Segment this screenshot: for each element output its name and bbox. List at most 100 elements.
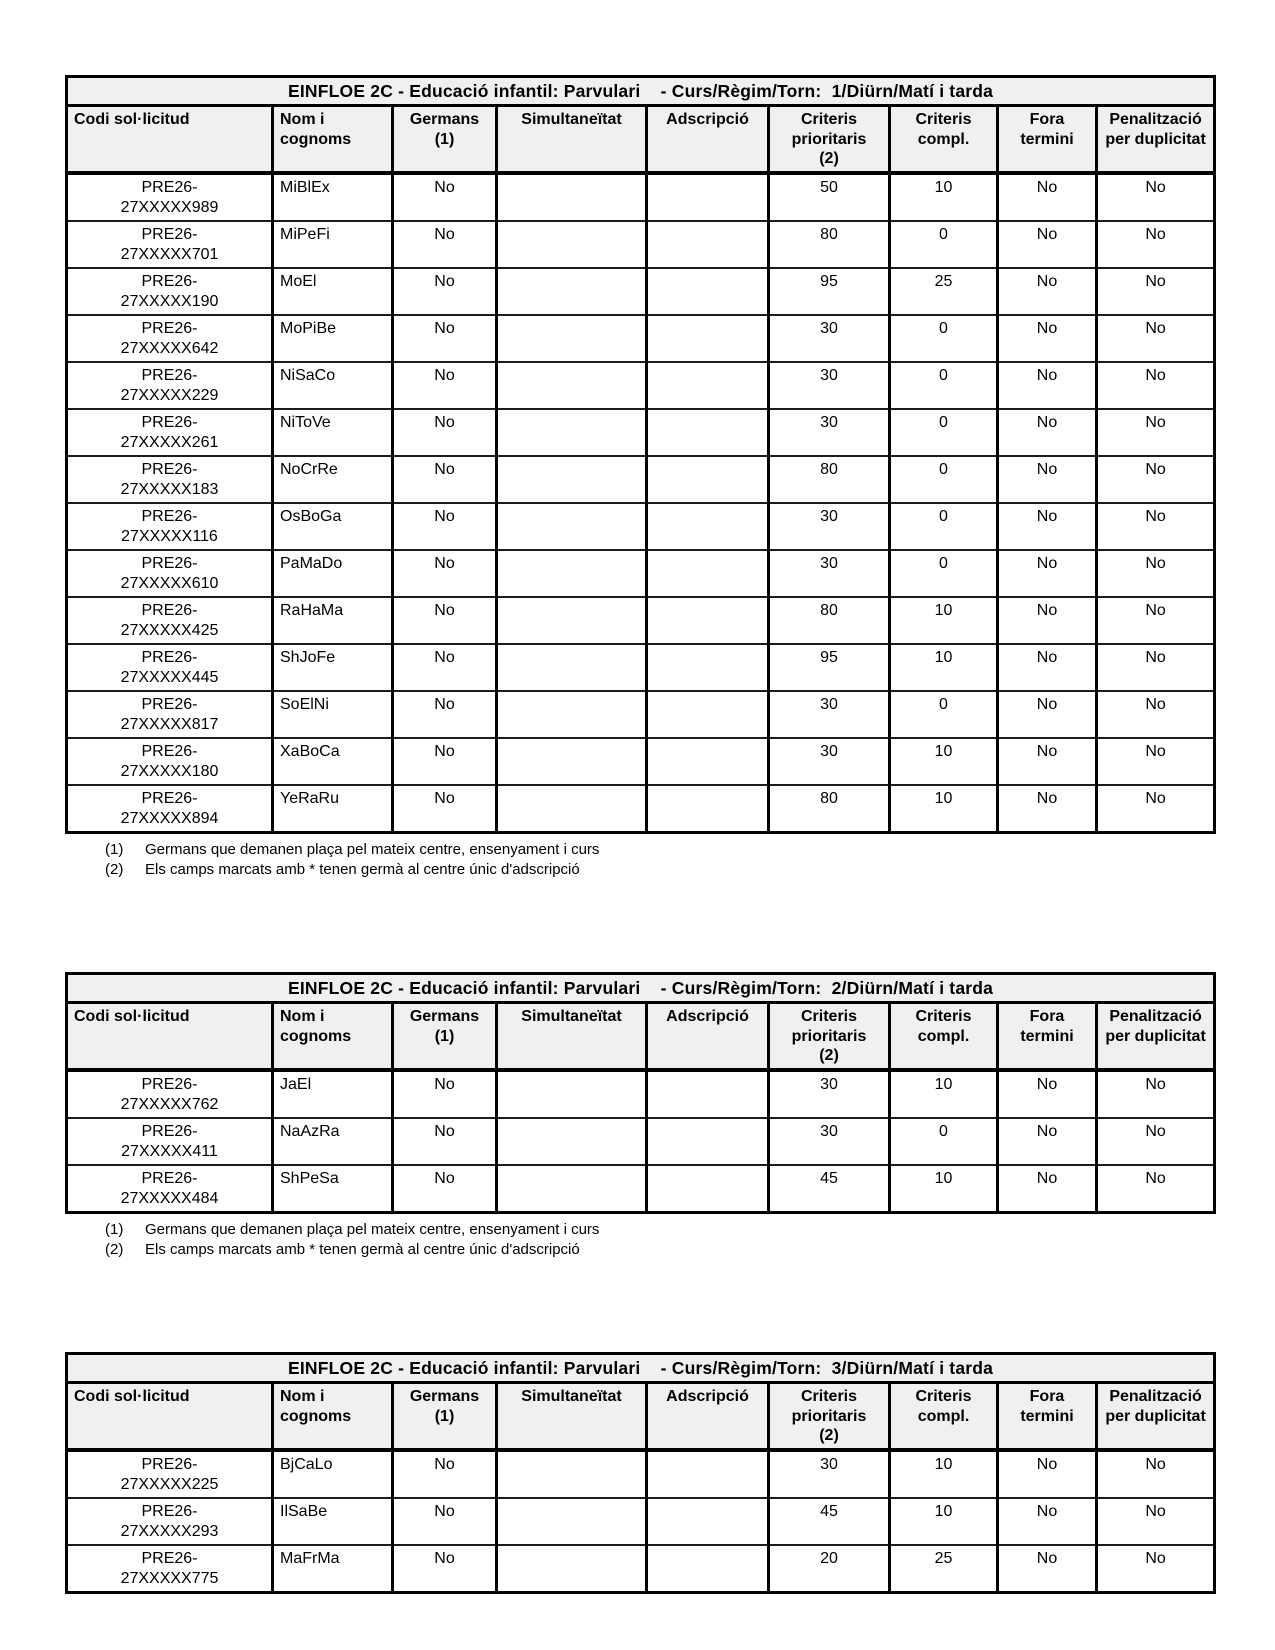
table-cell bbox=[495, 171, 648, 221]
table-cell bbox=[645, 1116, 770, 1165]
column-header: Fora termini bbox=[996, 1382, 1098, 1452]
table-cell: 0 bbox=[888, 689, 999, 738]
column-header: Criteris prioritaris (2) bbox=[767, 1382, 891, 1452]
table-cell: No bbox=[1094, 1116, 1217, 1165]
table-cell: No bbox=[391, 1448, 498, 1498]
column-header: Nom i cognoms bbox=[271, 1002, 394, 1072]
table-cell bbox=[645, 407, 770, 456]
column-header: Criteris compl. bbox=[888, 1002, 999, 1072]
column-header: Germans (1) bbox=[391, 1382, 498, 1452]
table-cell: 45 bbox=[767, 1496, 891, 1545]
table-cell: MaFrMa bbox=[271, 1543, 394, 1593]
table-row: PRE26- 27XXXXX484 ShPeSa No 45 10 No No bbox=[65, 1163, 1217, 1213]
footnote-text: Els camps marcats amb * tenen germà al c… bbox=[145, 860, 580, 878]
header-row: Codi sol·licitud Nom i cognoms Germans (1)… bbox=[65, 105, 1217, 175]
table-section-torn-3: EINFLOE 2C - Educació infantil: Parvular… bbox=[64, 1352, 1217, 1594]
table-cell: 20 bbox=[767, 1543, 891, 1593]
footnote-1: (1) Germans que demanen plaça pel mateix… bbox=[105, 840, 1213, 860]
table-row: PRE26- 27XXXXX229 NiSaCo No 30 0 No No bbox=[65, 360, 1217, 409]
cell-codi-sollicitud: PRE26- 27XXXXX817 bbox=[65, 689, 274, 738]
column-header: Codi sol·licitud bbox=[65, 105, 274, 175]
table-cell bbox=[495, 266, 648, 315]
cell-codi-sollicitud: PRE26- 27XXXXX445 bbox=[65, 642, 274, 691]
table-row: PRE26- 27XXXXX610 PaMaDo No 30 0 No No bbox=[65, 548, 1217, 597]
title-row: EINFLOE 2C - Educació infantil: Parvular… bbox=[64, 1353, 1217, 1385]
table-cell: No bbox=[1094, 360, 1217, 409]
table-row: PRE26- 27XXXXX293 IlSaBe No 45 10 No No bbox=[65, 1496, 1217, 1545]
table-cell: 80 bbox=[767, 783, 891, 833]
cell-codi-sollicitud: PRE26- 27XXXXX484 bbox=[65, 1163, 274, 1213]
column-header: Penalització per duplicitat bbox=[1094, 1002, 1217, 1072]
table-cell: No bbox=[391, 736, 498, 785]
table-cell: No bbox=[1094, 548, 1217, 597]
table-cell: No bbox=[391, 313, 498, 362]
table-cell: 30 bbox=[767, 689, 891, 738]
table-body: PRE26- 27XXXXX762 JaEl No 30 10 No No PRE26- 27XX… bbox=[65, 1068, 1217, 1213]
footnote-text: Els camps marcats amb * tenen germà al c… bbox=[145, 1240, 580, 1258]
cell-codi-sollicitud: PRE26- 27XXXXX261 bbox=[65, 407, 274, 456]
table-cell: No bbox=[1094, 595, 1217, 644]
column-header: Fora termini bbox=[996, 105, 1098, 175]
table-cell: 25 bbox=[888, 266, 999, 315]
table-cell: No bbox=[391, 1116, 498, 1165]
table-cell: No bbox=[1094, 1543, 1217, 1593]
table-cell: 0 bbox=[888, 219, 999, 268]
column-header: Germans (1) bbox=[391, 1002, 498, 1072]
table-cell bbox=[495, 1068, 648, 1118]
table-cell: 30 bbox=[767, 360, 891, 409]
table-cell: No bbox=[996, 454, 1098, 503]
table-row: PRE26- 27XXXXX642 MoPiBe No 30 0 No No bbox=[65, 313, 1217, 362]
table-cell: SoElNi bbox=[271, 689, 394, 738]
table-cell: No bbox=[391, 548, 498, 597]
table-cell: No bbox=[391, 454, 498, 503]
table-cell: No bbox=[391, 1068, 498, 1118]
table-row: PRE26- 27XXXXX894 YeRaRu No 80 10 No No bbox=[65, 783, 1217, 833]
table-cell bbox=[645, 219, 770, 268]
table-cell: 10 bbox=[888, 595, 999, 644]
table-cell bbox=[495, 642, 648, 691]
table-cell bbox=[495, 548, 648, 597]
table-cell: No bbox=[1094, 1448, 1217, 1498]
cell-codi-sollicitud: PRE26- 27XXXXX762 bbox=[65, 1068, 274, 1118]
header-row: Codi sol·licitud Nom i cognoms Germans (1)… bbox=[65, 1382, 1217, 1452]
table-row: PRE26- 27XXXXX989 MiBlEx No 50 10 No No bbox=[65, 171, 1217, 221]
table-cell: No bbox=[391, 1496, 498, 1545]
footnotes: (1) Germans que demanen plaça pel mateix… bbox=[105, 840, 1213, 881]
cell-codi-sollicitud: PRE26- 27XXXXX190 bbox=[65, 266, 274, 315]
cell-codi-sollicitud: PRE26- 27XXXXX894 bbox=[65, 783, 274, 833]
table-cell bbox=[645, 595, 770, 644]
column-header: Adscripció bbox=[645, 1382, 770, 1452]
table-cell bbox=[495, 407, 648, 456]
cell-codi-sollicitud: PRE26- 27XXXXX183 bbox=[65, 454, 274, 503]
column-header: Fora termini bbox=[996, 1002, 1098, 1072]
table-cell: No bbox=[391, 595, 498, 644]
table-cell: No bbox=[1094, 313, 1217, 362]
table-cell bbox=[495, 1496, 648, 1545]
table-cell: 30 bbox=[767, 1116, 891, 1165]
table-cell bbox=[645, 736, 770, 785]
table-cell: No bbox=[996, 171, 1098, 221]
cell-codi-sollicitud: PRE26- 27XXXXX229 bbox=[65, 360, 274, 409]
table-row: PRE26- 27XXXXX183 NoCrRe No 80 0 No No bbox=[65, 454, 1217, 503]
column-header: Nom i cognoms bbox=[271, 105, 394, 175]
table-cell: OsBoGa bbox=[271, 501, 394, 550]
cell-codi-sollicitud: PRE26- 27XXXXX701 bbox=[65, 219, 274, 268]
table-cell: NoCrRe bbox=[271, 454, 394, 503]
table-cell bbox=[495, 360, 648, 409]
table-cell bbox=[645, 313, 770, 362]
table-cell: No bbox=[996, 266, 1098, 315]
table-cell bbox=[495, 501, 648, 550]
cell-codi-sollicitud: PRE26- 27XXXXX642 bbox=[65, 313, 274, 362]
footnote-text: Germans que demanen plaça pel mateix cen… bbox=[145, 1220, 600, 1238]
table-cell: MoPiBe bbox=[271, 313, 394, 362]
table-cell: 95 bbox=[767, 642, 891, 691]
table-cell bbox=[645, 1496, 770, 1545]
table-row: PRE26- 27XXXXX180 XaBoCa No 30 10 No No bbox=[65, 736, 1217, 785]
table-cell: NiSaCo bbox=[271, 360, 394, 409]
column-header: Simultaneïtat bbox=[495, 1002, 648, 1072]
footnote-2: (2) Els camps marcats amb * tenen germà … bbox=[105, 1240, 1213, 1260]
table-cell: No bbox=[996, 736, 1098, 785]
table-cell bbox=[495, 783, 648, 833]
table-cell: No bbox=[391, 783, 498, 833]
table-cell bbox=[495, 313, 648, 362]
